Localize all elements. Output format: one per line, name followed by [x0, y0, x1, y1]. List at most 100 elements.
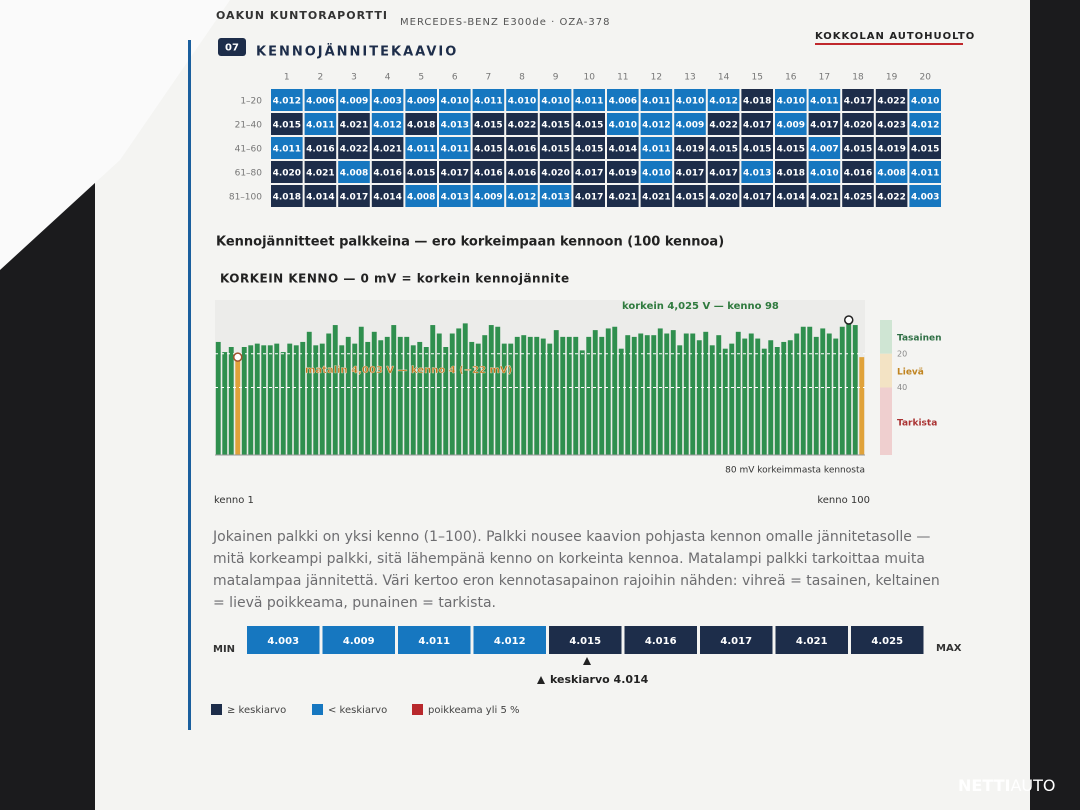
cell-value: 4.021 — [810, 193, 838, 203]
column-number: 2 — [318, 73, 324, 83]
cell-value: 4.015 — [844, 145, 872, 155]
bar — [521, 335, 527, 455]
cell-value: 4.011 — [407, 145, 435, 155]
summary-box — [851, 626, 924, 654]
cell-value: 4.010 — [541, 97, 569, 107]
lowest-label: matalin 4,003 V — kenno 4 (−22 mV) — [305, 365, 512, 376]
cell — [371, 137, 404, 159]
cell — [539, 185, 572, 207]
cell — [371, 185, 404, 207]
cell — [472, 161, 505, 183]
cell — [371, 89, 404, 111]
cell — [707, 113, 740, 135]
section-number: 07 — [225, 43, 239, 54]
bar — [410, 345, 416, 455]
cell — [875, 185, 908, 207]
bar — [456, 328, 462, 455]
bar — [709, 345, 715, 455]
cell — [707, 89, 740, 111]
bar — [644, 335, 650, 455]
bar — [735, 331, 741, 455]
cell-value: 4.021 — [306, 169, 334, 179]
bar — [534, 336, 540, 455]
cell — [573, 161, 605, 183]
cell-value: 4.008 — [877, 169, 905, 179]
bar — [846, 320, 852, 455]
cell-value: 4.015 — [541, 145, 569, 155]
bar — [761, 348, 767, 455]
zone-band — [880, 320, 892, 354]
watermark-suffix: AUTO — [1010, 776, 1055, 795]
cell-value: 4.022 — [508, 121, 536, 131]
cell — [808, 113, 841, 135]
cell — [304, 89, 337, 111]
bar — [306, 331, 312, 455]
average-value: 4.014 — [614, 673, 649, 686]
cell — [674, 89, 706, 111]
bar — [690, 333, 696, 455]
summary-box — [322, 626, 395, 654]
bar — [553, 330, 559, 455]
cell-value: 4.021 — [373, 145, 401, 155]
average-label: keskiarvo 4.014 — [550, 673, 649, 686]
bar — [755, 338, 761, 455]
cell — [808, 185, 841, 207]
lowest-marker — [233, 352, 243, 362]
summary-value: 4.016 — [645, 636, 677, 647]
cell — [338, 89, 370, 111]
bar — [592, 330, 598, 455]
column-number: 3 — [351, 73, 357, 83]
cell — [741, 161, 773, 183]
cell — [674, 137, 706, 159]
bar — [300, 341, 306, 455]
cell — [775, 161, 807, 183]
cell — [539, 161, 572, 183]
bar — [313, 345, 319, 455]
cell — [842, 185, 874, 207]
cell-value: 4.006 — [306, 97, 334, 107]
bar — [462, 323, 468, 455]
cell — [405, 185, 437, 207]
cell — [741, 113, 773, 135]
cell — [472, 89, 505, 111]
cell-value: 4.015 — [575, 145, 603, 155]
bar — [618, 348, 624, 455]
cell-value: 4.013 — [441, 193, 469, 203]
column-number: 20 — [919, 73, 931, 83]
cell — [674, 113, 706, 135]
cell-value: 4.003 — [911, 193, 939, 203]
cell-value: 4.022 — [709, 121, 737, 131]
bar — [683, 333, 689, 455]
cell — [506, 161, 538, 183]
cell-value: 4.010 — [441, 97, 469, 107]
bar — [475, 343, 481, 455]
average-pointer — [583, 657, 591, 665]
cell — [506, 113, 538, 135]
cell — [674, 185, 706, 207]
cell-value: 4.010 — [777, 97, 805, 107]
bar — [215, 341, 221, 455]
cell — [741, 89, 773, 111]
bar — [579, 350, 585, 455]
cell-value: 4.017 — [340, 193, 368, 203]
min-label: MIN — [213, 644, 235, 655]
cell — [304, 161, 337, 183]
cell-value: 4.017 — [743, 121, 771, 131]
column-number: 8 — [519, 73, 525, 83]
legend-label: < keskiarvo — [328, 705, 387, 716]
column-number: 13 — [684, 73, 695, 83]
column-number: 17 — [819, 73, 830, 83]
max-label: MAX — [936, 643, 962, 654]
bar — [839, 326, 845, 455]
bar — [378, 340, 384, 455]
cell — [472, 185, 505, 207]
cell — [909, 161, 941, 183]
bar — [332, 325, 338, 455]
cell — [775, 89, 807, 111]
bar — [274, 343, 280, 455]
cell — [271, 185, 303, 207]
bar — [774, 347, 780, 455]
cell-value: 4.006 — [609, 97, 637, 107]
cell-value: 4.016 — [474, 169, 502, 179]
cell — [573, 185, 605, 207]
